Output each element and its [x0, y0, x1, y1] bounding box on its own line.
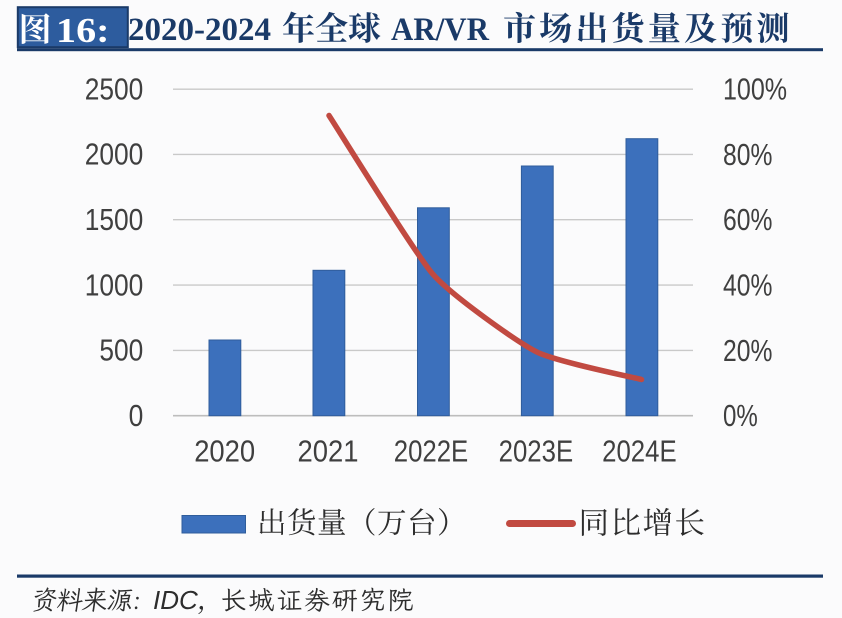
svg-text:2022E: 2022E: [394, 435, 469, 469]
svg-text:2021: 2021: [298, 435, 359, 469]
svg-text:500: 500: [99, 334, 143, 368]
svg-text:2020-2024: 2020-2024: [128, 12, 271, 48]
svg-text:1000: 1000: [85, 268, 144, 302]
svg-text:IDC: IDC: [153, 585, 198, 615]
svg-text:0: 0: [129, 399, 144, 433]
svg-text:1500: 1500: [85, 203, 144, 237]
svg-text:AR/VR: AR/VR: [391, 12, 490, 48]
svg-text:2023E: 2023E: [499, 435, 574, 469]
svg-text:20%: 20%: [723, 334, 772, 368]
svg-text:2020: 2020: [194, 435, 255, 469]
svg-text:100%: 100%: [723, 73, 787, 107]
svg-text:0%: 0%: [723, 399, 758, 433]
svg-text:2024E: 2024E: [602, 435, 677, 469]
svg-text:16:: 16:: [56, 11, 110, 50]
svg-text:2000: 2000: [85, 138, 144, 172]
svg-text:80%: 80%: [723, 138, 772, 172]
svg-text:60%: 60%: [723, 203, 772, 237]
svg-text:40%: 40%: [723, 269, 772, 303]
svg-text:2500: 2500: [85, 72, 144, 106]
